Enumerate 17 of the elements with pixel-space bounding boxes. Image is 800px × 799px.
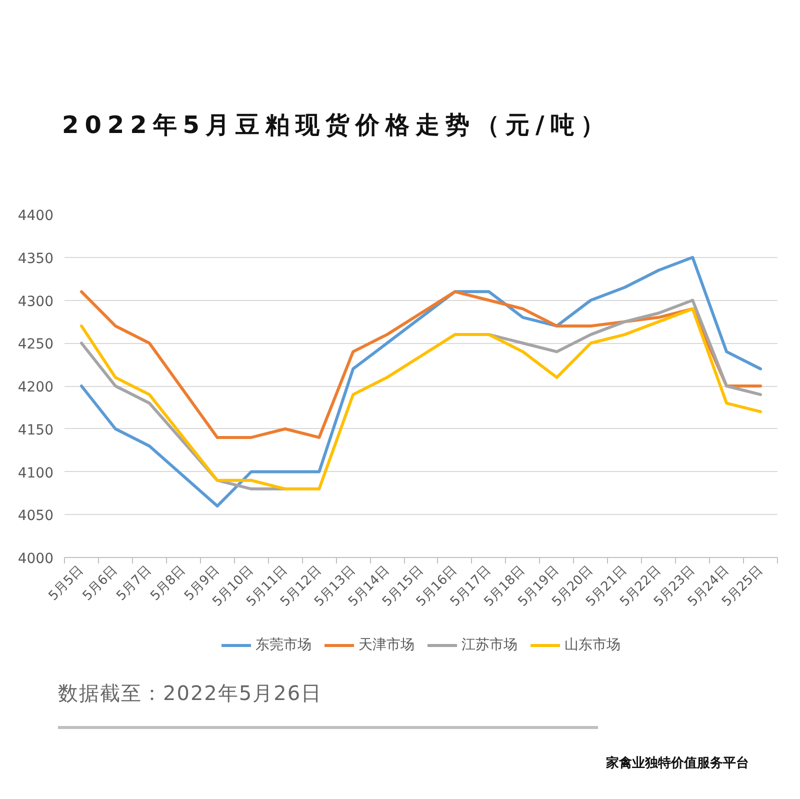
y-tick-label: 4100 bbox=[18, 465, 54, 482]
chart-title: 2022年5月豆粕现货价格走势（元/吨） bbox=[61, 110, 610, 141]
y-tick-label: 4200 bbox=[18, 380, 54, 396]
y-tick-label: 4150 bbox=[18, 422, 54, 438]
legend-label: 山东市场 bbox=[564, 636, 620, 654]
y-tick-label: 4300 bbox=[18, 294, 54, 310]
line-series bbox=[80, 256, 762, 508]
y-tick-label: 4250 bbox=[18, 336, 54, 353]
legend-label: 江苏市场 bbox=[462, 636, 518, 654]
legend-label: 东莞市场 bbox=[256, 636, 312, 654]
y-tick-label: 4050 bbox=[18, 508, 54, 524]
text: 数据截至：2022年5月26日 bbox=[58, 679, 598, 729]
y-tick-label: 4000 bbox=[18, 551, 54, 567]
y-tick-label: 4350 bbox=[18, 250, 54, 267]
y-tick-label: 4400 bbox=[18, 208, 54, 224]
text: 家禽业独特价值服务平台 bbox=[606, 755, 749, 773]
legend-label: 天津市场 bbox=[358, 636, 414, 654]
